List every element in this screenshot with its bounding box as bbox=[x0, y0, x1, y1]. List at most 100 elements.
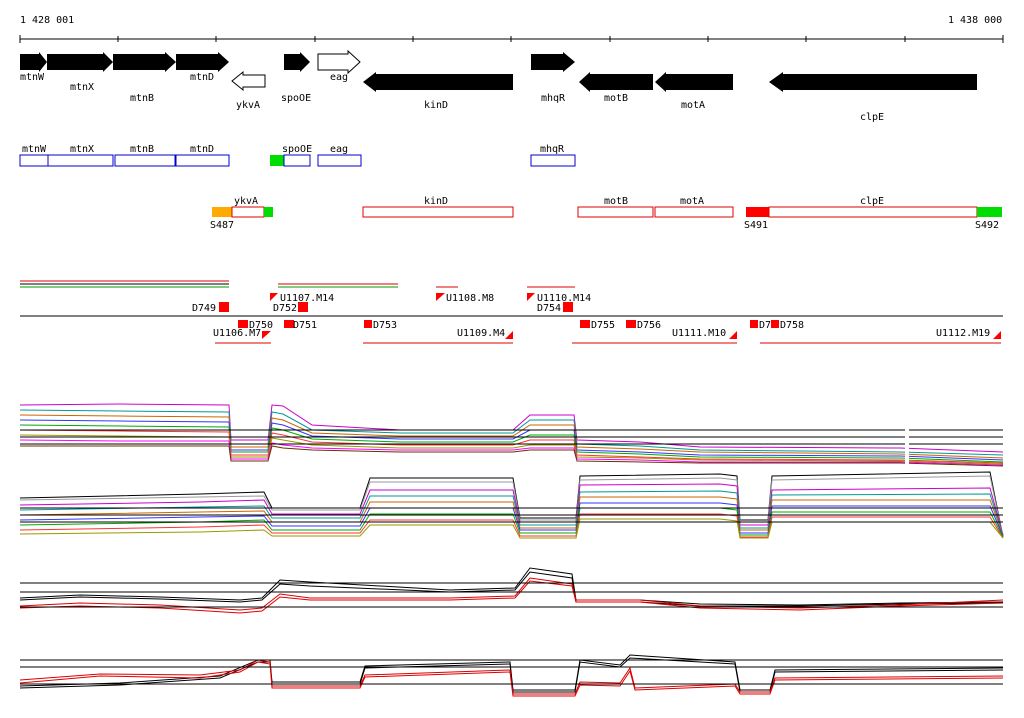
blue-label-mtnD: mtnD bbox=[190, 144, 214, 155]
gene-label-mtnX: mtnX bbox=[70, 82, 94, 93]
feature-D751[interactable] bbox=[284, 320, 294, 328]
seg-label-kinD: kinD bbox=[424, 196, 448, 207]
feature-D753[interactable] bbox=[364, 320, 372, 328]
segment-S487-start[interactable] bbox=[212, 207, 232, 217]
green-marker-spoOE[interactable] bbox=[270, 155, 284, 166]
gene-label-eag: eag bbox=[330, 72, 348, 83]
blue-label-mhqR: mhqR bbox=[540, 144, 565, 155]
expression-track-4 bbox=[19, 654, 1004, 697]
blue-box-eag[interactable] bbox=[317, 154, 362, 167]
transcript-feature-track: D749 D750 D751 D752 D753 D754 D755 D756 … bbox=[20, 280, 1003, 344]
coord-start: 1 428 001 bbox=[20, 15, 74, 26]
seg-label-clpE: clpE bbox=[860, 196, 884, 207]
flag-U1106[interactable] bbox=[262, 331, 271, 339]
seg-label-ykvA: ykvA bbox=[234, 196, 258, 207]
blue-label-eag: eag bbox=[330, 144, 348, 155]
gene-arrow-track: mtnW mtnX mtnB mtnD ykvA spoOE eag kinD … bbox=[20, 49, 977, 123]
gene-arrow-ykvA[interactable] bbox=[231, 70, 266, 92]
feature-D749[interactable] bbox=[219, 302, 229, 312]
feature-label-D757: D7 bbox=[759, 320, 771, 331]
gene-arrow-mhqR[interactable] bbox=[531, 52, 575, 72]
segment-S491-start[interactable] bbox=[746, 207, 769, 217]
blue-box-mtnB[interactable] bbox=[114, 154, 176, 167]
expression-track-3 bbox=[19, 567, 1004, 614]
feature-D754[interactable] bbox=[563, 302, 573, 312]
segment-ykvA-end[interactable] bbox=[264, 207, 273, 217]
seg-label-motA: motA bbox=[680, 196, 704, 207]
blue-label-spoOE: spoOE bbox=[282, 144, 312, 155]
gene-label-spoOE: spoOE bbox=[281, 93, 311, 104]
feature-label-D758: D758 bbox=[780, 320, 804, 331]
blue-box-mhqR[interactable] bbox=[530, 154, 576, 167]
feature-D758[interactable] bbox=[771, 320, 779, 328]
flag-U1112[interactable] bbox=[993, 331, 1001, 339]
gene-label-clpE: clpE bbox=[860, 112, 884, 123]
feature-label-U1109: U1109.M4 bbox=[457, 328, 505, 339]
feature-D750[interactable] bbox=[238, 320, 248, 328]
feature-label-D749: D749 bbox=[192, 303, 216, 314]
gene-label-motA: motA bbox=[681, 100, 705, 111]
feature-label-D753: D753 bbox=[373, 320, 397, 331]
feature-label-D755: D755 bbox=[591, 320, 615, 331]
flag-U1109[interactable] bbox=[505, 331, 513, 339]
blue-box-track: mtnW mtnX mtnB mtnD spoOE eag mhqR bbox=[19, 144, 576, 167]
feature-D757[interactable] bbox=[750, 320, 758, 328]
blue-label-mtnX: mtnX bbox=[70, 144, 94, 155]
feature-label-U1110: U1110.M14 bbox=[537, 293, 591, 304]
gene-arrow-mtnX[interactable] bbox=[47, 52, 113, 72]
blue-box-mtnD[interactable] bbox=[175, 154, 230, 167]
flag-U1110[interactable] bbox=[527, 293, 535, 301]
feature-D755[interactable] bbox=[580, 320, 590, 328]
feature-label-D754: D754 bbox=[537, 303, 561, 314]
blue-label-mtnW: mtnW bbox=[22, 144, 47, 155]
flag-U1108[interactable] bbox=[436, 293, 445, 301]
segment-label-S492: S492 bbox=[975, 220, 999, 231]
gene-arrow-motA[interactable] bbox=[655, 72, 733, 92]
gene-arrow-clpE[interactable] bbox=[769, 72, 977, 92]
gene-label-mtnW: mtnW bbox=[20, 72, 45, 83]
gene-arrow-motB[interactable] bbox=[579, 72, 653, 92]
gene-label-kinD: kinD bbox=[424, 100, 448, 111]
feature-D756[interactable] bbox=[626, 320, 636, 328]
feature-label-D750: D750 bbox=[249, 320, 273, 331]
segment-track: ykvA kinD motB motA clpE S487 S491 S492 bbox=[210, 196, 1002, 231]
feature-label-D752: D752 bbox=[273, 303, 297, 314]
feature-label-U1108: U1108.M8 bbox=[446, 293, 494, 304]
gene-label-mhqR: mhqR bbox=[541, 93, 566, 104]
gene-label-mtnD: mtnD bbox=[190, 72, 214, 83]
gene-label-mtnB: mtnB bbox=[130, 93, 154, 104]
blue-box-mtnW[interactable] bbox=[19, 154, 49, 167]
gene-arrow-mtnD[interactable] bbox=[176, 52, 229, 72]
gene-arrow-mtnB[interactable] bbox=[113, 52, 176, 72]
segment-label-S487: S487 bbox=[210, 220, 234, 231]
segment-box-motA[interactable] bbox=[654, 206, 734, 218]
feature-label-U1107: U1107.M14 bbox=[280, 293, 334, 304]
gene-arrow-spoOE[interactable] bbox=[284, 52, 310, 72]
feature-D752[interactable] bbox=[298, 302, 308, 312]
coord-end: 1 438 000 bbox=[948, 15, 1002, 26]
segment-box-clpE[interactable] bbox=[768, 206, 978, 218]
gene-label-motB: motB bbox=[604, 93, 628, 104]
expression-track-1 bbox=[19, 403, 1004, 467]
segment-box-ykvA[interactable] bbox=[231, 206, 265, 218]
segment-label-S491: S491 bbox=[744, 220, 768, 231]
coordinate-ruler: 1 428 001 1 438 000 bbox=[19, 15, 1004, 43]
feature-label-U1111: U1111.M10 bbox=[672, 328, 726, 339]
flag-U1107[interactable] bbox=[270, 293, 278, 301]
expression-track-2 bbox=[19, 471, 1004, 539]
gene-arrow-mtnW[interactable] bbox=[20, 52, 47, 72]
gene-arrow-kinD[interactable] bbox=[363, 72, 513, 92]
seg-label-motB: motB bbox=[604, 196, 628, 207]
feature-label-U1112: U1112.M19 bbox=[936, 328, 990, 339]
flag-U1111[interactable] bbox=[729, 331, 737, 339]
gene-label-ykvA: ykvA bbox=[236, 100, 260, 111]
blue-box-mtnX[interactable] bbox=[47, 154, 114, 167]
blue-label-mtnB: mtnB bbox=[130, 144, 154, 155]
segment-box-kinD[interactable] bbox=[362, 206, 514, 218]
gene-arrow-eag[interactable] bbox=[317, 49, 361, 75]
segment-S492-end[interactable] bbox=[977, 207, 1002, 217]
segment-box-motB[interactable] bbox=[577, 206, 654, 218]
blue-box-spoOE[interactable] bbox=[283, 154, 311, 167]
